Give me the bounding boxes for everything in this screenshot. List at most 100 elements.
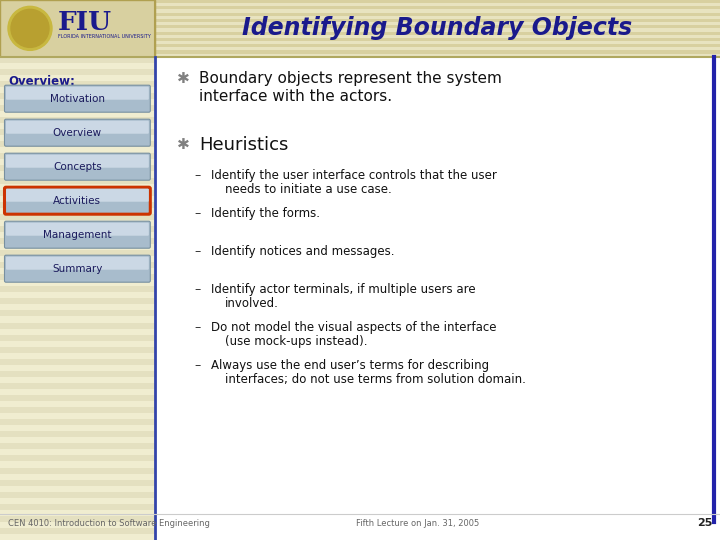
Text: Always use the end user’s terms for describing: Always use the end user’s terms for desc… <box>211 359 489 372</box>
Bar <box>0 123 155 129</box>
Bar <box>0 377 155 383</box>
Bar <box>0 528 155 534</box>
Bar <box>0 57 155 63</box>
Bar <box>0 10 720 12</box>
Bar <box>0 480 155 485</box>
Bar <box>0 178 155 184</box>
Text: Identify actor terminals, if multiple users are: Identify actor terminals, if multiple us… <box>211 283 475 296</box>
Bar <box>0 534 155 540</box>
Bar <box>0 449 155 455</box>
Bar <box>0 341 155 347</box>
Text: (use mock-ups instead).: (use mock-ups instead). <box>225 335 367 348</box>
Bar <box>0 268 155 274</box>
Bar <box>0 129 155 135</box>
Bar <box>0 53 720 57</box>
Bar <box>0 16 720 19</box>
Bar <box>0 510 155 516</box>
FancyBboxPatch shape <box>6 87 149 100</box>
Bar <box>0 389 155 395</box>
Text: 25: 25 <box>697 518 712 528</box>
Bar <box>0 407 155 413</box>
Bar <box>0 468 155 474</box>
Bar <box>0 322 155 328</box>
Text: Overview:: Overview: <box>8 75 75 87</box>
Text: Overview: Overview <box>53 127 102 138</box>
Bar <box>0 0 155 57</box>
Bar <box>0 117 155 123</box>
Bar <box>0 401 155 407</box>
Bar <box>0 195 155 201</box>
Bar <box>0 147 155 153</box>
FancyBboxPatch shape <box>4 255 150 282</box>
Bar <box>0 474 155 480</box>
Text: –: – <box>195 321 201 334</box>
Bar <box>0 41 720 44</box>
Bar <box>0 25 720 28</box>
Bar <box>0 19 720 22</box>
Bar <box>0 63 155 69</box>
Bar <box>0 413 155 419</box>
Bar <box>0 184 155 190</box>
Text: ✱: ✱ <box>177 137 189 152</box>
Text: Do not model the visual aspects of the interface: Do not model the visual aspects of the i… <box>211 321 496 334</box>
FancyBboxPatch shape <box>6 256 149 269</box>
Bar <box>0 516 155 522</box>
Bar <box>0 208 155 214</box>
Bar <box>0 443 155 449</box>
Bar <box>0 47 720 50</box>
FancyBboxPatch shape <box>6 121 149 134</box>
Bar <box>0 0 720 3</box>
Bar <box>0 75 155 81</box>
Bar <box>0 3 720 6</box>
Text: Heuristics: Heuristics <box>199 136 288 154</box>
Bar <box>0 316 155 322</box>
Bar <box>0 462 155 468</box>
Bar <box>0 455 155 462</box>
Text: CEN 4010: Introduction to Software Engineering: CEN 4010: Introduction to Software Engin… <box>8 519 210 528</box>
Bar <box>0 153 155 159</box>
Bar <box>0 250 155 256</box>
Text: Summary: Summary <box>53 264 102 274</box>
Bar <box>0 419 155 425</box>
Bar <box>0 99 155 105</box>
Bar <box>0 298 155 305</box>
Bar <box>0 232 155 238</box>
Bar <box>0 353 155 359</box>
Bar <box>0 172 155 178</box>
Text: –: – <box>195 168 201 181</box>
FancyBboxPatch shape <box>4 119 150 146</box>
Bar <box>0 485 155 491</box>
Bar <box>0 50 720 53</box>
Bar <box>0 159 155 165</box>
Bar <box>0 305 155 310</box>
Text: –: – <box>195 207 201 220</box>
Bar <box>0 28 720 31</box>
FancyBboxPatch shape <box>4 153 150 180</box>
Bar <box>0 335 155 341</box>
Text: Identify the user interface controls that the user: Identify the user interface controls tha… <box>211 168 497 181</box>
Bar <box>0 238 155 244</box>
Bar <box>0 31 720 35</box>
Text: Activities: Activities <box>53 195 102 206</box>
Bar <box>0 347 155 353</box>
Bar <box>0 328 155 335</box>
Bar <box>0 491 155 498</box>
Bar <box>0 105 155 111</box>
Bar <box>0 6 720 10</box>
Bar <box>0 44 720 47</box>
Bar <box>0 256 155 262</box>
Bar <box>0 395 155 401</box>
FancyBboxPatch shape <box>6 188 149 202</box>
Bar <box>0 190 155 195</box>
Text: Identify notices and messages.: Identify notices and messages. <box>211 245 395 258</box>
Bar <box>0 201 155 208</box>
Bar <box>0 22 720 25</box>
Text: –: – <box>195 245 201 258</box>
Text: Concepts: Concepts <box>53 161 102 172</box>
Text: FLORIDA INTERNATIONAL UNIVERSITY: FLORIDA INTERNATIONAL UNIVERSITY <box>58 34 151 39</box>
Bar <box>0 244 155 250</box>
Text: Boundary objects represent the system: Boundary objects represent the system <box>199 71 502 86</box>
Bar <box>0 504 155 510</box>
Bar <box>0 425 155 431</box>
Bar <box>0 165 155 172</box>
